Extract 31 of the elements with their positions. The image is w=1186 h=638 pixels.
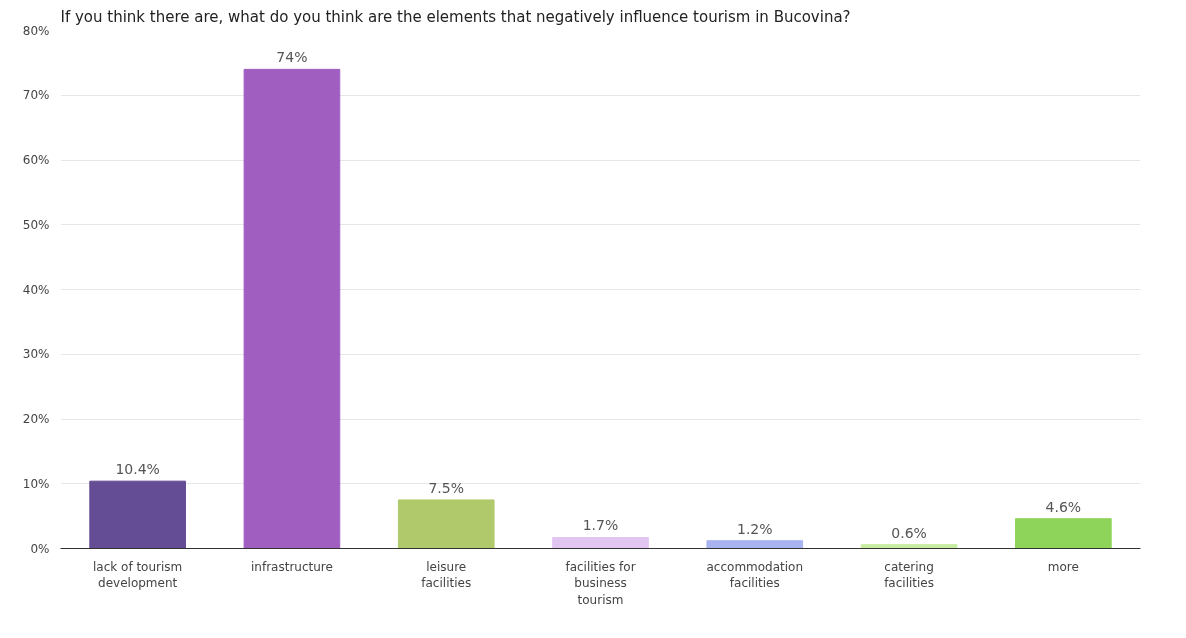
data-label: 4.6% (1045, 498, 1082, 515)
bar (89, 480, 186, 549)
x-tick-label: catering facilities (884, 559, 935, 591)
y-tick-label: 20% (22, 412, 50, 426)
y-tick-label: 80% (22, 23, 50, 38)
bar (706, 540, 804, 549)
y-tick-label: 40% (22, 282, 50, 297)
data-label: 10.4% (115, 461, 160, 478)
bar (860, 544, 958, 549)
data-label: 1.2% (737, 520, 773, 537)
data-label: 0.6% (891, 524, 927, 541)
y-tick-label: 30% (22, 347, 50, 362)
bar (243, 68, 341, 549)
y-tick-label: 50% (22, 217, 50, 232)
bar (397, 499, 495, 549)
data-label: 7.5% (428, 479, 465, 496)
x-tick-label: leisure facilities (421, 559, 472, 591)
y-tick-label: 10% (22, 476, 50, 491)
data-label: 74% (276, 49, 308, 66)
bar (552, 536, 649, 549)
x-tick-label: lack of tourism development (93, 559, 183, 591)
y-tick-label: 70% (22, 88, 50, 103)
y-tick-label: 60% (22, 153, 50, 167)
bar (1015, 518, 1112, 549)
x-tick-label: more (1047, 559, 1079, 574)
data-label: 1.7% (582, 517, 619, 534)
x-tick-label: facilities for business tourism (565, 559, 636, 608)
y-tick-label: 0% (30, 541, 50, 556)
chart-title: If you think there are, what do you think are the elements that negatively influence tourism in Bucovina? (60, 7, 851, 26)
x-tick-label: infrastructure (250, 559, 333, 574)
x-tick-label: accommodation facilities (706, 559, 804, 591)
